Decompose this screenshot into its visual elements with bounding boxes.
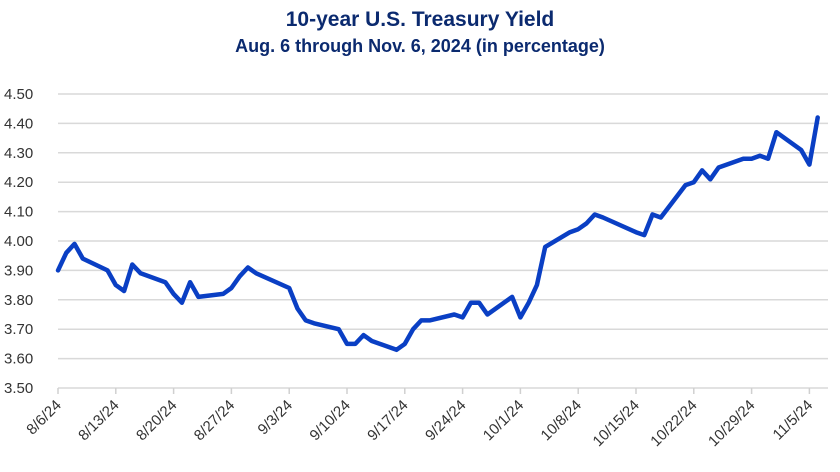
y-tick-label: 4.30 — [4, 145, 33, 162]
x-tick-label: 10/22/24 — [647, 397, 700, 450]
y-tick-label: 4.10 — [4, 204, 33, 221]
y-tick-label: 3.50 — [4, 380, 33, 397]
x-tick-label: 10/29/24 — [705, 397, 758, 450]
x-tick-label: 8/13/24 — [75, 397, 122, 444]
x-tick-label: 10/15/24 — [590, 397, 643, 450]
x-tick-label: 8/6/24 — [23, 397, 65, 439]
y-tick-label: 4.50 — [4, 86, 33, 103]
chart-title: 10-year U.S. Treasury Yield — [285, 8, 555, 31]
y-tick-label: 3.80 — [4, 292, 33, 309]
y-tick-label: 4.20 — [4, 174, 33, 191]
x-tick-label: 9/17/24 — [364, 397, 411, 444]
x-tick-label: 9/10/24 — [306, 397, 353, 444]
x-tick-label: 8/27/24 — [191, 397, 238, 444]
y-tick-label: 4.00 — [4, 233, 33, 250]
x-tick-label: 9/3/24 — [255, 397, 297, 439]
y-tick-label: 3.70 — [4, 321, 33, 338]
x-tick-label: 9/24/24 — [422, 397, 469, 444]
x-tick-label: 8/20/24 — [133, 397, 180, 444]
y-tick-label: 4.40 — [4, 115, 33, 132]
x-tick-label: 10/8/24 — [538, 397, 585, 444]
x-tick-label: 11/5/24 — [770, 397, 817, 444]
chart-subtitle: Aug. 6 through Nov. 6, 2024 (in percenta… — [235, 36, 605, 56]
y-tick-label: 3.90 — [4, 262, 33, 279]
y-tick-label: 3.60 — [4, 351, 33, 368]
x-tick-label: 10/1/24 — [480, 397, 527, 444]
